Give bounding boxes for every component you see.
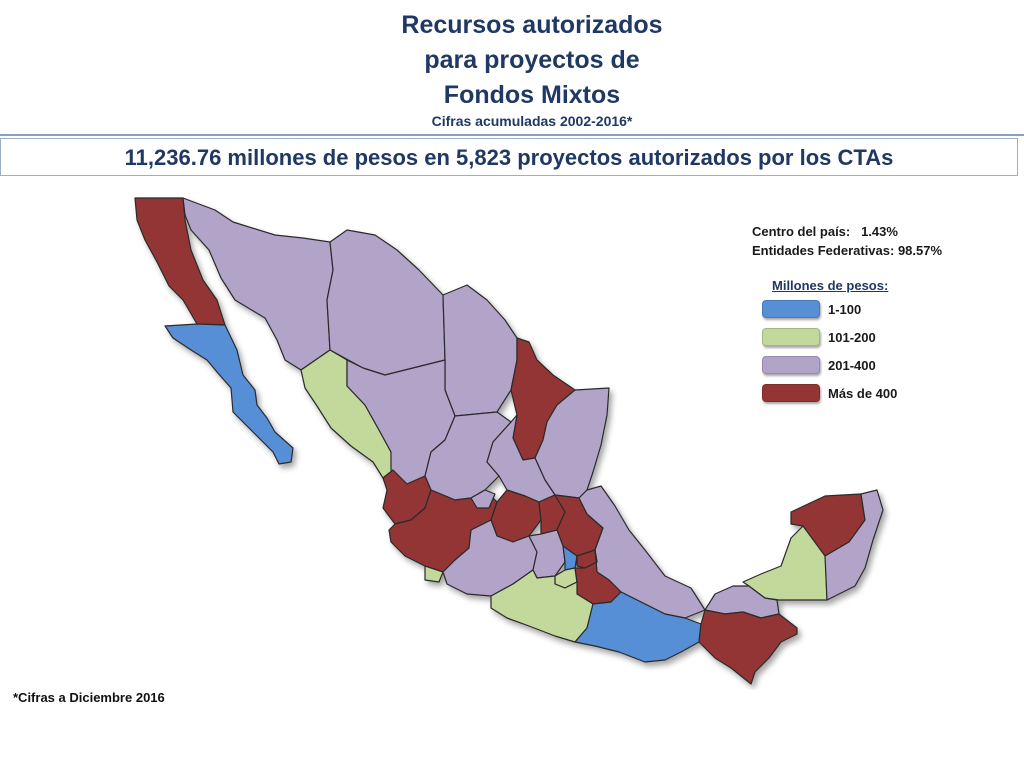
share-entidades-label: Entidades Federativas: bbox=[752, 243, 895, 258]
title-line-3: Fondos Mixtos bbox=[443, 81, 621, 109]
legend-swatch-1-100 bbox=[762, 300, 820, 318]
legend-item-101-200: 101-200 bbox=[762, 326, 876, 348]
state-aguascalientes bbox=[470, 489, 496, 509]
legend-label-1-100: 1-100 bbox=[828, 301, 862, 317]
title-line-1: Recursos autorizados bbox=[401, 11, 663, 39]
subtitle: Cifras acumuladas 2002-2016* bbox=[431, 113, 633, 129]
legend-title: Millones de pesos: bbox=[772, 278, 889, 293]
state-coahuila bbox=[442, 284, 518, 417]
state-guerrero bbox=[490, 569, 594, 643]
legend-label-201-400: 201-400 bbox=[828, 357, 876, 373]
legend-label-101-200: 101-200 bbox=[828, 329, 876, 345]
summary-banner: 11,236.76 millones de pesos en 5,823 pro… bbox=[0, 138, 1018, 176]
state-chihuahua bbox=[326, 229, 446, 376]
share-entidades-value: 98.57% bbox=[897, 243, 943, 258]
title-block: Recursos autorizados para proyectos de F… bbox=[0, 8, 1024, 130]
share-entidades: Entidades Federativas: 98.57% bbox=[752, 241, 942, 260]
legend-item-201-400: 201-400 bbox=[762, 354, 876, 376]
share-block: Centro del país: 1.43% Entidades Federat… bbox=[752, 222, 942, 260]
state-chiapas bbox=[698, 609, 798, 685]
state-colima bbox=[424, 565, 444, 583]
state-estado-de-mexico bbox=[528, 529, 566, 579]
state-baja-california-sur bbox=[164, 323, 294, 465]
map-svg bbox=[134, 197, 884, 685]
share-centro: Centro del país: 1.43% bbox=[752, 222, 942, 241]
legend-swatch-201-400 bbox=[762, 356, 820, 374]
share-centro-value: 1.43% bbox=[861, 224, 898, 239]
footnote: *Cifras a Diciembre 2016 bbox=[13, 690, 165, 705]
state-quintana-roo bbox=[824, 489, 884, 601]
banner-divider bbox=[0, 134, 1024, 136]
share-centro-label: Centro del país: bbox=[752, 224, 851, 239]
legend-item-mas-de-400: Más de 400 bbox=[762, 382, 897, 404]
mexico-map bbox=[125, 190, 905, 690]
state-oaxaca bbox=[574, 591, 702, 663]
legend-item-1-100: 1-100 bbox=[762, 298, 861, 320]
legend-label-mas-de-400: Más de 400 bbox=[828, 385, 898, 401]
title-line-2: para proyectos de bbox=[424, 46, 640, 74]
legend-swatch-101-200 bbox=[762, 328, 820, 346]
legend-swatch-mas-de-400 bbox=[762, 384, 820, 402]
